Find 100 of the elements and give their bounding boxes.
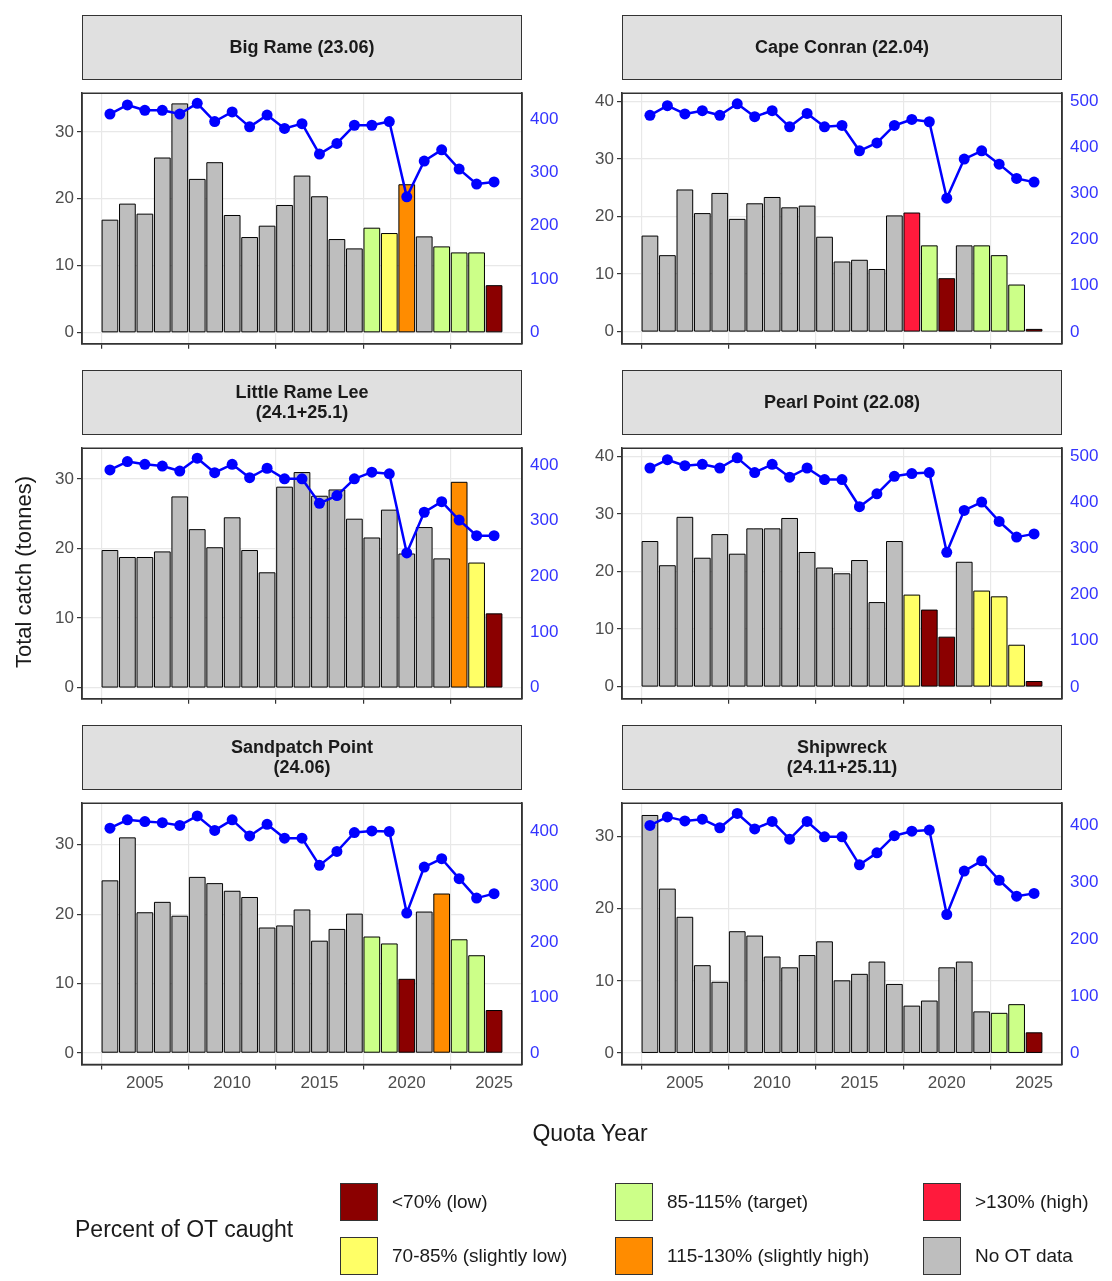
point [366,825,378,837]
y2-tick-label: 400 [530,820,559,840]
y-tick-label: 10 [595,970,614,990]
point [714,822,726,834]
point [888,830,900,842]
point [488,176,500,188]
y-tick-label: 20 [595,206,614,226]
y-tick-label: 20 [55,538,74,558]
point [941,192,953,204]
y2-tick-label: 0 [530,677,540,697]
point [1028,887,1040,899]
point [784,471,796,483]
y2-tick-label: 0 [530,322,540,342]
y2-tick-label: 100 [530,621,559,641]
point [366,466,378,478]
point [226,106,238,118]
point [766,105,778,117]
y-axis-title: Total catch (tonnes) [11,476,37,668]
point [471,530,483,542]
point [976,855,988,867]
point [731,807,743,819]
y-tick-label: 30 [55,834,74,854]
point [313,497,325,509]
point [836,119,848,131]
point [644,819,656,831]
point [261,109,273,121]
point [226,458,238,470]
y-tick-label: 0 [64,1042,74,1062]
point [383,468,395,480]
point [958,153,970,165]
chart-title: Shipwreck (24.11+25.11) [622,725,1062,790]
point [436,853,448,865]
point [488,530,500,542]
point [888,119,900,131]
y2-tick-label: 300 [1070,538,1099,558]
point [906,825,918,837]
y-tick-label: 10 [55,607,74,627]
legend-title: Percent of OT caught [75,1215,295,1243]
x-axis-title: Quota Year [531,1120,649,1147]
y-tick-label: 30 [595,148,614,168]
y-tick-label: 10 [55,973,74,993]
point [191,810,203,822]
legend-label: >130% (high) [975,1191,1089,1213]
y2-tick-label: 400 [1070,814,1099,834]
point [801,462,813,474]
point [784,121,796,133]
point [331,845,343,857]
point [348,473,360,485]
point [244,830,256,842]
point [156,817,168,829]
y-tick-label: 30 [55,468,74,488]
chart-title: Little Rame Lee (24.1+25.1) [82,370,522,435]
point [644,109,656,121]
point [749,467,761,479]
point [139,458,151,470]
legend-label: 85-115% (target) [667,1191,809,1213]
point [888,470,900,482]
point [696,458,708,470]
point [696,813,708,825]
point [279,473,291,485]
point [819,474,831,486]
point [313,148,325,160]
y-tick-label: 30 [55,121,74,141]
point [156,460,168,472]
y2-tick-label: 200 [530,215,559,235]
y-tick-label: 30 [595,503,614,523]
point [784,833,796,845]
y2-tick-label: 200 [530,931,559,951]
point [644,462,656,474]
point [244,121,256,133]
y2-tick-label: 0 [1070,321,1080,341]
point [871,847,883,859]
y2-tick-label: 300 [1070,871,1099,891]
y2-tick-label: 400 [530,108,559,128]
point [993,158,1005,170]
point [313,859,325,871]
point [453,873,465,885]
point [121,99,133,111]
point [331,137,343,149]
point [1028,528,1040,540]
point [731,98,743,110]
point [418,861,430,873]
point [958,504,970,516]
point [418,506,430,518]
legend-label: No OT data [975,1245,1073,1267]
point [436,496,448,508]
point [1028,176,1040,188]
x-tick-label: 2005 [125,1073,164,1093]
point [766,458,778,470]
y2-tick-label: 200 [1070,229,1099,249]
point [1011,890,1023,902]
point [976,496,988,508]
point [401,191,413,203]
point [679,108,691,120]
y-tick-label: 10 [595,263,614,283]
point [261,818,273,830]
point [174,465,186,477]
point [661,100,673,112]
chart-title: Cape Conran (22.04) [622,15,1062,80]
point [679,815,691,827]
